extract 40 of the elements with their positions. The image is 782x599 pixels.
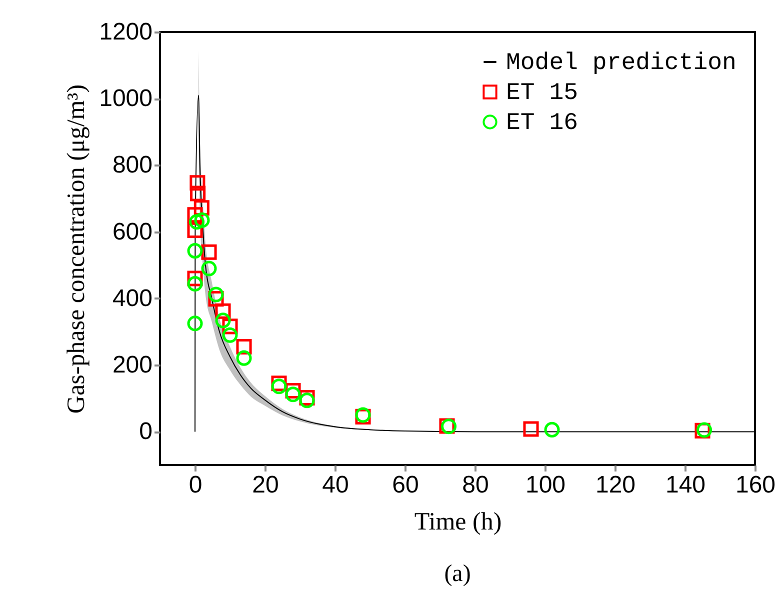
point [190,175,206,191]
x-tick-label: 40 [322,472,349,498]
point [201,260,217,276]
x-tick-label: 60 [392,472,419,498]
point [187,276,203,292]
x-axis-title: Time (h) [414,508,502,536]
x-tick-label: 120 [595,472,636,498]
legend-label: Model prediction [506,50,736,77]
point [299,392,315,408]
point [271,378,287,394]
point [222,327,238,343]
y-tick-label: 600 [112,218,152,246]
point [236,350,252,366]
point [194,212,210,228]
x-tick-label: 160 [735,472,776,498]
text: (a) [444,561,471,587]
legend-label: ET 15 [506,80,578,107]
point [215,303,231,319]
point [190,186,206,202]
point [208,286,224,302]
point [188,214,205,230]
x-tick-label: 140 [665,472,706,498]
legend-label: ET 16 [506,110,578,137]
x-tick-label: 20 [252,472,279,498]
x-tick-label: 0 [188,472,202,498]
point [187,316,203,332]
point [215,312,231,328]
y-tick-label: 1000 [99,85,152,112]
y-tick-label: 1200 [99,18,152,46]
y-tick-label: 800 [112,152,152,179]
y-axis-title: Gas-phase concentration (μg/m³) [63,84,90,414]
x-tick-label: 80 [462,472,489,498]
point [523,421,539,437]
x-tick-label: 100 [525,472,566,498]
point [544,422,560,438]
point [187,243,203,259]
point [285,386,301,402]
y-tick-label: 400 [112,284,152,312]
y-tick-label: 200 [112,352,152,379]
y-tick-label: 0 [139,418,152,446]
